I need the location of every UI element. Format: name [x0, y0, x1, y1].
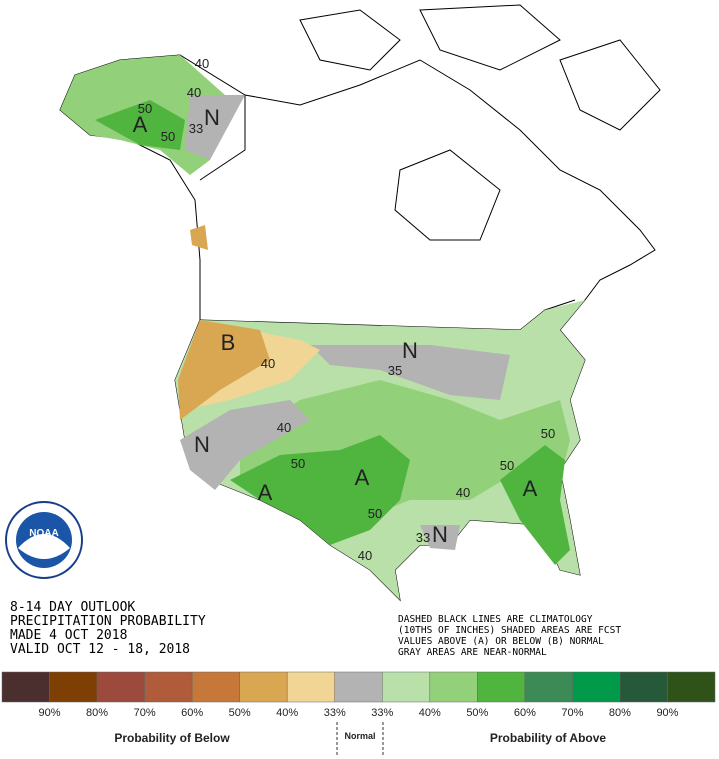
southeast-normal: [420, 525, 460, 550]
map-label: A: [133, 112, 148, 137]
legend-label: 60%: [181, 707, 203, 719]
legend-label: 50%: [466, 707, 488, 719]
legend-above-title: Probability of Above: [490, 731, 607, 745]
map-label: 40: [277, 420, 291, 435]
legend-swatch: [191, 671, 240, 703]
legend-label: 33%: [324, 707, 346, 719]
southwest-60: [230, 435, 410, 545]
note-line: GRAY AREAS ARE NEAR-NORMAL: [398, 647, 547, 658]
southeast-60: [500, 445, 570, 565]
legend-below-title: Probability of Below: [114, 731, 230, 745]
outlook-line: VALID OCT 12 - 18, 2018: [10, 642, 190, 657]
legend-label: 60%: [514, 707, 536, 719]
west-normal: [180, 400, 310, 490]
legend-label: 80%: [609, 707, 631, 719]
legend-swatch: [96, 671, 145, 703]
map-label: 40: [456, 485, 470, 500]
legend-swatch: [477, 671, 526, 703]
legend-swatch: [572, 671, 621, 703]
legend-label: 33%: [371, 707, 393, 719]
outlook-line: 8-14 DAY OUTLOOK: [10, 600, 135, 615]
legend-swatch: [239, 671, 288, 703]
legend-swatch: [144, 671, 193, 703]
map-label: B: [221, 330, 236, 355]
map-label: 33: [189, 121, 203, 136]
legend: 90% 80% 70% 60% 50% 40% 33% 33% 40% 50% 60% 70% 80% 9…: [1, 671, 716, 719]
hudson-bay: [394, 149, 501, 241]
legend-label: 40%: [419, 707, 441, 719]
note-line: (10THS OF INCHES) SHADED AREAS ARE FCST: [398, 625, 621, 636]
map-label: 40: [187, 85, 201, 100]
logo-bird: [18, 534, 70, 559]
arctic-islands: [299, 4, 661, 131]
alaska-normal: [185, 95, 245, 160]
bc-coast-40: [190, 225, 208, 250]
legend-swatch: [619, 671, 668, 703]
legend-swatch: [524, 671, 573, 703]
note-line: DASHED BLACK LINES ARE CLIMATOLOGY: [398, 614, 593, 625]
map-label: 40: [358, 548, 372, 563]
map-label: 50: [161, 129, 175, 144]
legend-swatch: [429, 671, 478, 703]
map-label: N: [194, 432, 210, 457]
map-label: N: [402, 338, 418, 363]
noaa-logo: NOAA: [5, 501, 83, 579]
legend-swatch: [49, 671, 98, 703]
northwest-50: [178, 320, 270, 420]
map-label: N: [204, 105, 220, 130]
map-label: A: [523, 476, 538, 501]
outlook-line: PRECIPITATION PROBABILITY: [10, 614, 206, 629]
map-label: 35: [388, 363, 402, 378]
alaska-wet: [95, 100, 185, 150]
map-label: 50: [368, 506, 382, 521]
map-label: 50: [500, 458, 514, 473]
legend-normal-title: Normal: [344, 731, 375, 741]
outlook-line: MADE 4 OCT 2018: [10, 628, 127, 643]
legend-label: 50%: [229, 707, 251, 719]
legend-label: 70%: [561, 707, 583, 719]
legend-label: 70%: [134, 707, 156, 719]
legend-label: 40%: [276, 707, 298, 719]
map-label: 50: [541, 426, 555, 441]
legend-swatch: [667, 671, 716, 703]
legend-swatch: [382, 671, 431, 703]
map-label: 50: [291, 456, 305, 471]
map-label: A: [258, 480, 273, 505]
map-label: 40: [195, 56, 209, 71]
forecast-areas: [60, 55, 585, 600]
logo-text: NOAA: [29, 528, 58, 539]
note-text: DASHED BLACK LINES ARE CLIMATOLOGY(10THS…: [398, 614, 621, 658]
note-line: VALUES ABOVE (A) OR BELOW (B) NORMAL: [398, 636, 604, 647]
map-label: A: [355, 465, 370, 490]
north-normal: [310, 345, 510, 400]
map-label: 40: [261, 356, 275, 371]
legend-label: 90%: [39, 707, 61, 719]
legend-label: 90%: [656, 707, 678, 719]
legend-swatch: [334, 671, 383, 703]
map-label: N: [432, 522, 448, 547]
legend-swatch: [286, 671, 335, 703]
map-label: 50: [138, 101, 152, 116]
legend-label: 80%: [86, 707, 108, 719]
map-label: 33: [416, 530, 430, 545]
legend-swatch: [1, 671, 50, 703]
